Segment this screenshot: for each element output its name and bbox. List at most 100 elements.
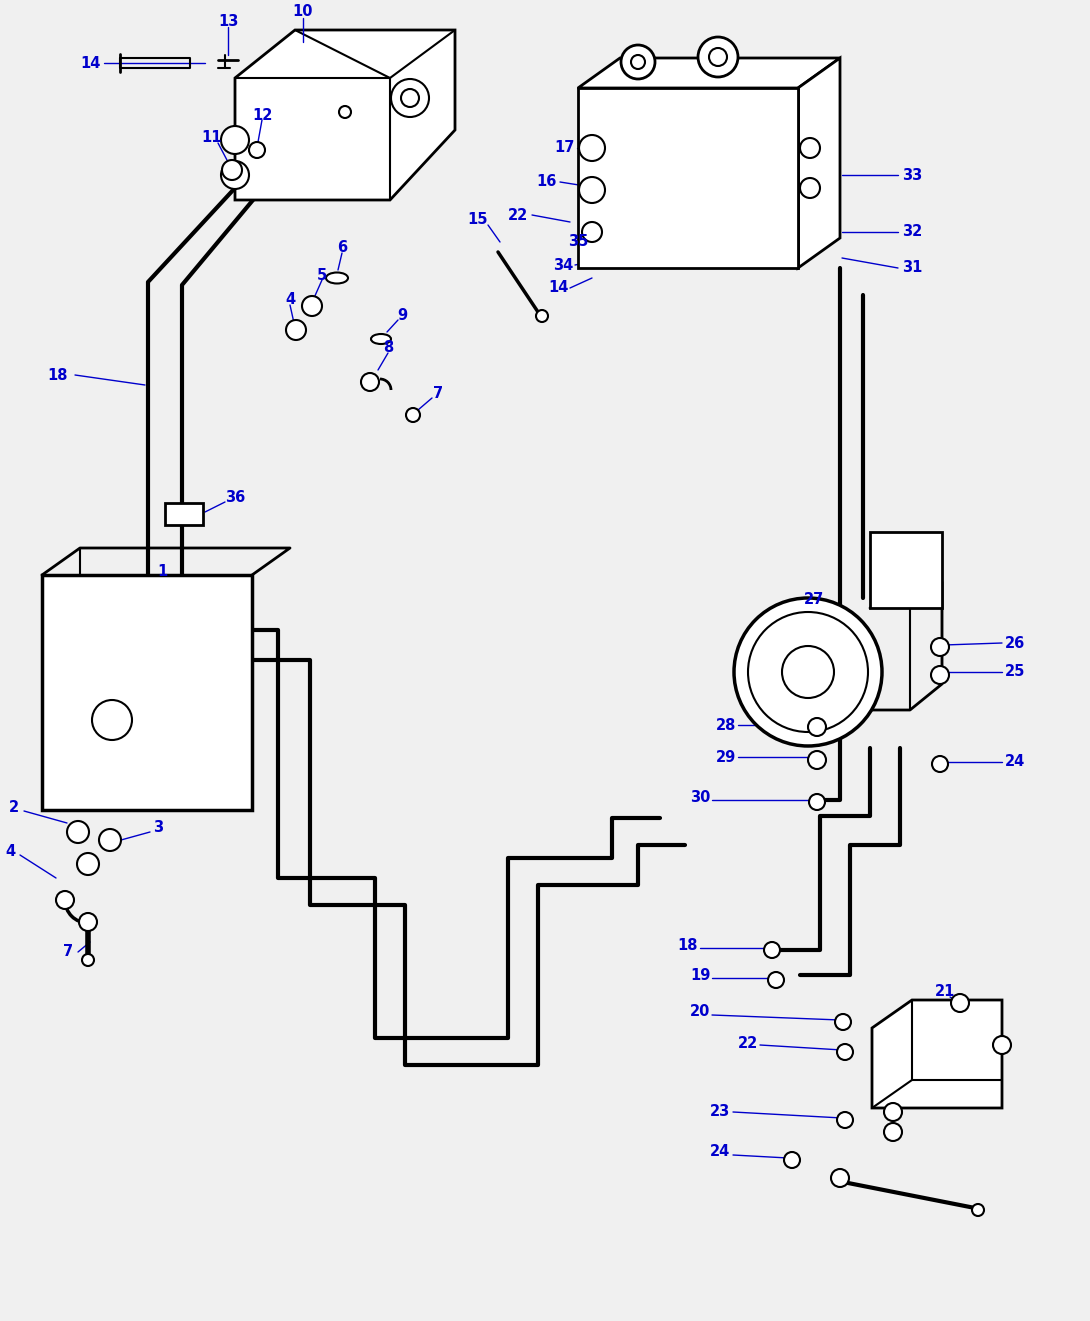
Text: 7: 7	[63, 945, 73, 959]
Circle shape	[286, 320, 306, 339]
Text: 16: 16	[536, 174, 557, 189]
Polygon shape	[798, 58, 840, 268]
Circle shape	[391, 79, 429, 118]
Bar	[165, 503, 203, 524]
Text: 18: 18	[48, 367, 69, 383]
Circle shape	[77, 853, 99, 875]
Circle shape	[884, 1123, 903, 1141]
Ellipse shape	[748, 612, 868, 732]
Text: 2: 2	[9, 801, 19, 815]
Circle shape	[302, 296, 322, 316]
Text: 19: 19	[690, 967, 711, 983]
Circle shape	[56, 890, 74, 909]
Circle shape	[972, 1203, 984, 1217]
Circle shape	[837, 1112, 853, 1128]
Bar	[870, 532, 942, 608]
Text: 36: 36	[225, 490, 245, 506]
Ellipse shape	[782, 646, 834, 697]
Circle shape	[249, 141, 265, 159]
Text: 18: 18	[678, 938, 699, 952]
Circle shape	[835, 1015, 851, 1030]
Text: 26: 26	[1005, 635, 1025, 650]
Text: 27: 27	[804, 593, 824, 608]
Circle shape	[837, 1044, 853, 1059]
Circle shape	[221, 125, 249, 155]
Text: 9: 9	[397, 308, 407, 322]
Text: 24: 24	[1005, 754, 1025, 770]
Text: 34: 34	[553, 258, 573, 272]
Circle shape	[708, 48, 727, 66]
Text: 32: 32	[901, 225, 922, 239]
Circle shape	[78, 913, 97, 931]
Text: 11: 11	[202, 131, 222, 145]
Bar	[43, 575, 252, 810]
Text: 24: 24	[710, 1144, 730, 1160]
Circle shape	[800, 178, 820, 198]
Text: 7: 7	[433, 386, 443, 400]
Circle shape	[784, 1152, 800, 1168]
Circle shape	[800, 137, 820, 159]
Text: 33: 33	[901, 168, 922, 182]
Circle shape	[698, 37, 738, 77]
Text: 1: 1	[157, 564, 167, 580]
Circle shape	[92, 700, 132, 740]
Ellipse shape	[371, 334, 391, 343]
Circle shape	[361, 373, 379, 391]
Circle shape	[931, 638, 949, 657]
Circle shape	[405, 408, 420, 421]
Text: 30: 30	[690, 790, 711, 806]
Text: 22: 22	[738, 1036, 759, 1050]
Circle shape	[401, 89, 419, 107]
Text: 22: 22	[508, 207, 529, 222]
Circle shape	[884, 1103, 903, 1122]
Text: 6: 6	[337, 240, 347, 255]
Text: 13: 13	[218, 15, 239, 29]
Polygon shape	[235, 30, 455, 199]
Circle shape	[631, 55, 645, 69]
Circle shape	[809, 794, 825, 810]
Circle shape	[764, 942, 780, 958]
Circle shape	[99, 830, 121, 851]
Circle shape	[536, 310, 548, 322]
Circle shape	[582, 222, 602, 242]
Text: 14: 14	[548, 280, 568, 296]
Circle shape	[931, 666, 949, 684]
Ellipse shape	[326, 272, 348, 284]
Circle shape	[82, 954, 94, 966]
Circle shape	[66, 820, 89, 843]
Circle shape	[932, 756, 948, 771]
Polygon shape	[872, 1000, 1002, 1108]
Circle shape	[993, 1036, 1012, 1054]
Text: 5: 5	[317, 267, 327, 283]
Text: 10: 10	[293, 4, 313, 20]
Text: 3: 3	[153, 820, 164, 835]
Circle shape	[808, 719, 826, 736]
Text: 17: 17	[555, 140, 576, 156]
Circle shape	[950, 993, 969, 1012]
Circle shape	[339, 106, 351, 118]
Circle shape	[808, 752, 826, 769]
Text: 20: 20	[690, 1004, 711, 1020]
Text: 14: 14	[80, 55, 100, 70]
Text: 21: 21	[935, 984, 955, 1000]
Text: 23: 23	[710, 1104, 730, 1119]
Circle shape	[222, 160, 242, 180]
Text: 25: 25	[1005, 664, 1026, 679]
Text: 8: 8	[383, 341, 393, 355]
Text: 4: 4	[5, 844, 15, 860]
Bar	[578, 89, 798, 268]
Text: 15: 15	[468, 213, 488, 227]
Circle shape	[768, 972, 784, 988]
Circle shape	[579, 177, 605, 203]
Text: 28: 28	[716, 717, 736, 733]
Circle shape	[579, 135, 605, 161]
Text: 31: 31	[901, 260, 922, 276]
Ellipse shape	[734, 598, 882, 746]
Circle shape	[621, 45, 655, 79]
Text: 35: 35	[568, 235, 589, 250]
Circle shape	[831, 1169, 849, 1188]
Text: 29: 29	[716, 749, 736, 765]
Polygon shape	[578, 58, 840, 89]
Text: 12: 12	[252, 107, 272, 123]
Circle shape	[221, 161, 249, 189]
